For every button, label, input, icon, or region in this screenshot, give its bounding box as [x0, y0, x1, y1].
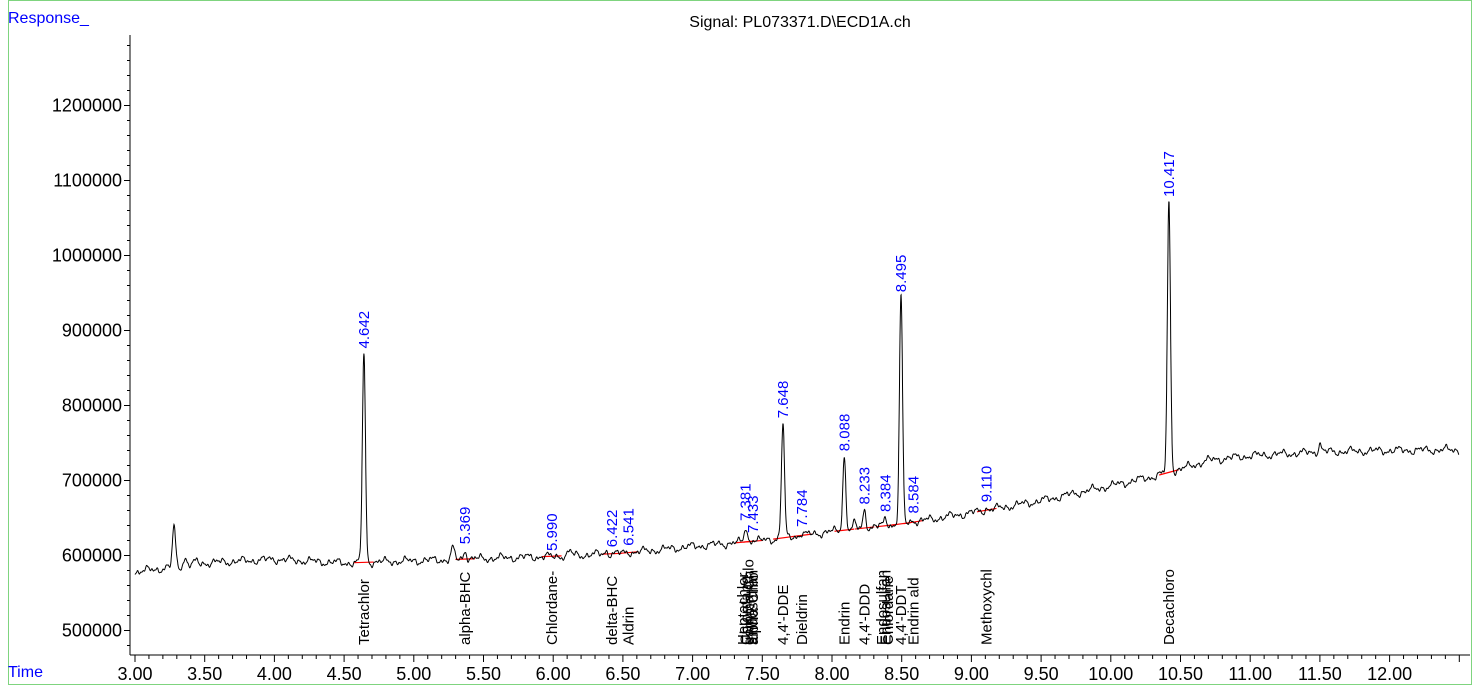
y-tick-label: 600000	[62, 546, 122, 566]
compound-label: Decachloro	[1161, 569, 1178, 645]
x-tick-label: 5.00	[396, 664, 431, 684]
y-tick-label: 800000	[62, 396, 122, 416]
retention-time-label: 8.088	[836, 414, 853, 452]
retention-time-label: 8.584	[905, 476, 922, 514]
retention-time-label: 5.369	[457, 507, 474, 545]
compound-label: Endosulfan	[874, 570, 891, 645]
compound-label: Endrin	[836, 602, 853, 645]
x-tick-label: 9.00	[954, 664, 989, 684]
compound-label: Chlordane-	[544, 571, 561, 645]
integration-line	[455, 558, 476, 561]
compound-label: Chlordane-	[738, 571, 755, 645]
compound-label: alpha-Chlo	[745, 572, 762, 645]
signal-trace	[134, 201, 1460, 575]
compound-label: Endosulfan	[878, 570, 895, 645]
x-tick-label: 7.50	[745, 664, 780, 684]
integration-line	[1159, 469, 1179, 476]
compound-label: Heptachlor	[735, 572, 752, 645]
compound-label: Dieldrin	[794, 594, 811, 645]
compound-label: Tetrachlor	[356, 579, 373, 645]
integration-line	[618, 551, 639, 555]
compound-label: alpha-BHC	[457, 571, 474, 645]
peak-labels: 4.642 Tetrachlor 5.369 alpha-BHC 5.990 Chlord…	[356, 151, 1178, 645]
retention-time-label: 4.642	[356, 311, 373, 349]
retention-time-label: 10.417	[1161, 151, 1178, 197]
y-tick-label: 900000	[62, 321, 122, 341]
compound-label: 4,4'-DDE	[775, 585, 792, 645]
x-tick-label: 10.00	[1088, 664, 1133, 684]
x-tick-label: 3.00	[117, 664, 152, 684]
retention-time-label: 8.495	[893, 255, 910, 293]
x-tick-label: 4.00	[257, 664, 292, 684]
y-tick-label: 1100000	[53, 171, 122, 191]
retention-time-label: 6.541	[621, 508, 638, 546]
integration-line	[976, 507, 997, 513]
axes: 500000 600000 700000 800000 900000 1000000 110…	[52, 35, 1470, 684]
compound-label: Chlordane	[880, 576, 897, 645]
retention-time-label: 5.990	[544, 513, 561, 551]
x-tick-label: 7.00	[675, 664, 710, 684]
retention-time-label: 9.110	[979, 466, 996, 502]
compound-label: delta-BHC	[604, 576, 621, 645]
y-tick-label: 1200000	[52, 96, 122, 116]
chart-title: Signal: PL073371.D\ECD1A.ch	[689, 14, 911, 31]
integration-line	[354, 561, 374, 564]
x-tick-label: 8.00	[814, 664, 849, 684]
integration-line	[773, 535, 793, 540]
x-tick-label: 11.50	[1298, 664, 1342, 684]
retention-time-label: 7.784	[794, 489, 811, 527]
x-tick-label: 4.50	[327, 664, 362, 684]
x-axis-label: Time	[8, 664, 43, 681]
y-tick-label: 500000	[62, 621, 122, 641]
compound-label: gamma-Chlo	[740, 559, 757, 645]
retention-time-label: 8.233	[856, 467, 873, 505]
compound-label: Endosulfan	[745, 570, 762, 645]
compound-label: 4,4'-DDT	[893, 585, 910, 645]
retention-time-label: 7.648	[775, 381, 792, 419]
x-tick-label: 12.00	[1367, 664, 1412, 684]
retention-time-label: 8.384	[878, 474, 895, 512]
x-tick-label: 8.50	[884, 664, 919, 684]
compound-label: Aldrin	[621, 607, 638, 645]
x-tick-label: 9.50	[1024, 664, 1059, 684]
compound-label: Methoxychl	[979, 569, 996, 645]
integration-baselines	[354, 469, 1179, 564]
compound-label: 4,4'-DDD	[856, 584, 873, 645]
y-tick-label: 1000000	[52, 246, 122, 266]
x-tick-label: 5.50	[466, 664, 501, 684]
x-tick-label: 10.50	[1158, 664, 1203, 684]
chart-frame	[8, 0, 1472, 685]
y-axis-label: Response_	[8, 10, 89, 27]
retention-time-label: 6.422	[604, 510, 621, 548]
x-tick-label: 3.50	[187, 664, 222, 684]
x-tick-label: 11.00	[1228, 664, 1272, 684]
x-tick-label: 6.50	[605, 664, 640, 684]
compound-label: Endrin ald	[905, 577, 922, 645]
y-tick-label: 700000	[62, 471, 122, 491]
x-tick-label: 6.00	[536, 664, 571, 684]
retention-time-label: 7.433	[745, 495, 762, 533]
retention-time-label: 7.381	[738, 483, 755, 521]
